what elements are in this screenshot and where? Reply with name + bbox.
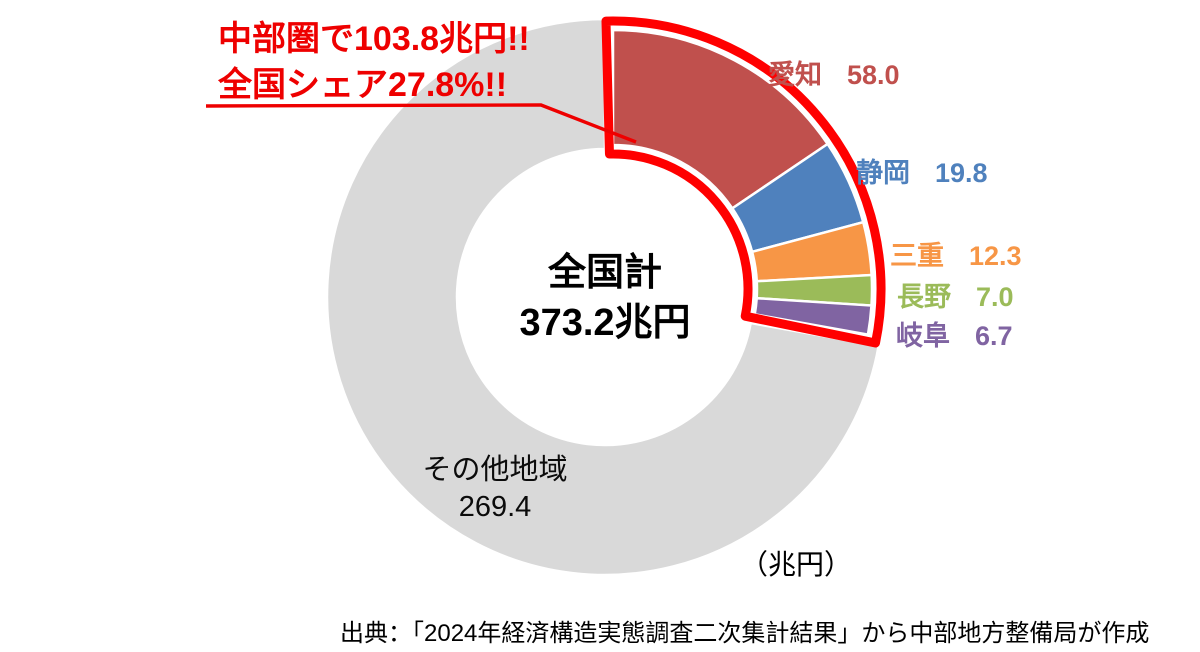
label-gifu: 岐阜 6.7 (896, 314, 1013, 353)
label-other-region-name: その他地域 (422, 454, 568, 486)
label-aichi-name: 愛知 (768, 60, 822, 90)
label-mie-value: 12.3 (969, 241, 1022, 271)
label-mie-name: 三重 (890, 241, 944, 271)
label-aichi: 愛知 58.0 (768, 53, 900, 92)
label-shizuoka-name: 静岡 (856, 158, 910, 188)
label-other-region: その他地域 269.4 (403, 452, 587, 526)
callout-line1: 中部圏で103.8兆円!! (218, 20, 530, 58)
callout: 中部圏で103.8兆円!! 全国シェア27.8%!! (218, 16, 530, 108)
label-aichi-value: 58.0 (847, 60, 900, 90)
donut-slices (325, 17, 881, 577)
center-total-value: 373.2兆円 (519, 302, 691, 344)
source-note: 出典：「2024年経済構造実態調査二次集計結果」から中部地方整備局が作成 (340, 620, 1150, 647)
highlight-outline (601, 16, 886, 348)
label-nagano-name: 長野 (897, 282, 951, 312)
slice-その他地域 (325, 17, 881, 577)
unit-label: （兆円） (740, 549, 853, 580)
label-other-region-value: 269.4 (458, 491, 532, 523)
callout-line2: 全国シェア27.8%!! (218, 66, 508, 104)
center-total-title: 全国計 (547, 252, 662, 294)
callout-leader-line (205, 103, 637, 144)
label-gifu-value: 6.7 (975, 321, 1013, 351)
center-total-label: 全国計 373.2兆円 (455, 248, 755, 348)
label-shizuoka-value: 19.8 (935, 158, 988, 188)
label-nagano-value: 7.0 (976, 282, 1014, 312)
label-nagano: 長野 7.0 (897, 275, 1014, 314)
label-shizuoka: 静岡 19.8 (856, 151, 988, 190)
label-mie: 三重 12.3 (890, 234, 1022, 273)
label-gifu-name: 岐阜 (896, 321, 950, 351)
